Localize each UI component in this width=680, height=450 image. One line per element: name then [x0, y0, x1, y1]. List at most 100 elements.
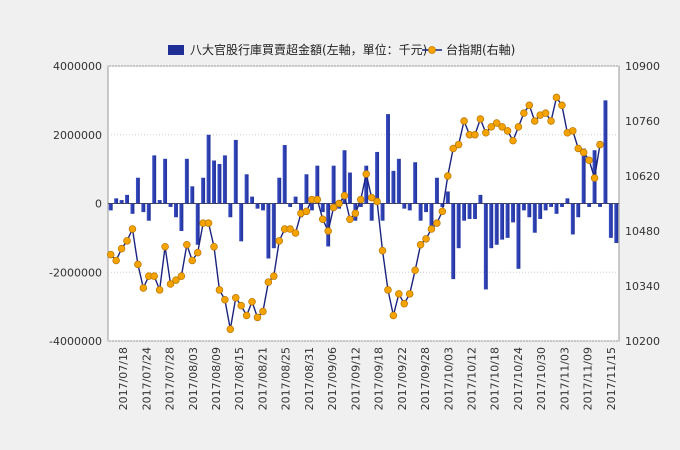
bar	[260, 203, 265, 211]
bar	[217, 163, 222, 204]
x-tick-label: 2017/11/09	[582, 347, 595, 410]
index-point	[438, 207, 447, 216]
index-point	[318, 215, 327, 223]
bar	[179, 203, 184, 231]
index-point	[166, 280, 175, 288]
index-point	[541, 109, 550, 117]
bar	[587, 203, 592, 207]
bar	[152, 155, 157, 204]
bar	[549, 203, 554, 207]
index-point	[433, 219, 441, 227]
index-point	[313, 195, 322, 204]
x-tick-label: 2017/09/12	[349, 347, 362, 410]
index-point	[454, 140, 463, 149]
bars-layer	[108, 100, 619, 290]
index-point	[172, 276, 180, 284]
x-tick-label: 2017/08/21	[256, 347, 269, 410]
index-point	[503, 127, 512, 135]
index-point	[123, 237, 131, 245]
index-point	[253, 313, 262, 322]
x-tick-label: 2017/11/03	[558, 347, 571, 410]
right-axis: 10900 10760 10620 10480 10340 10200	[625, 60, 660, 348]
legend: 八大官股行庫買賣超金額(左軸，單位：千元) 台指期(右軸)	[168, 42, 515, 57]
index-point	[351, 209, 360, 218]
bar	[380, 203, 385, 221]
index-point	[487, 123, 496, 131]
bar	[603, 100, 608, 204]
bar	[500, 203, 505, 240]
x-tick-label: 2017/08/31	[303, 347, 316, 410]
index-point	[569, 127, 577, 135]
index-point	[264, 278, 273, 286]
bar	[141, 203, 146, 213]
bar	[505, 203, 510, 238]
bar	[521, 203, 526, 211]
bar	[130, 203, 135, 214]
bar	[532, 203, 537, 233]
index-point	[574, 144, 582, 153]
index-point	[302, 207, 311, 216]
index-point	[476, 115, 485, 123]
legend-bar-label: 八大官股行庫買賣超金額(左軸，單位：千元)	[190, 42, 427, 57]
index-point	[188, 256, 197, 265]
index-point	[579, 148, 588, 157]
bar	[320, 203, 325, 213]
x-tick-label: 2017/09/28	[419, 347, 432, 410]
bar	[386, 114, 390, 204]
bar	[168, 203, 173, 207]
bar	[527, 203, 532, 218]
bar	[228, 203, 233, 218]
index-point	[482, 129, 490, 137]
bar	[108, 203, 113, 211]
bar	[440, 203, 445, 207]
index-point	[596, 140, 604, 149]
left-tick-label: -2000000	[49, 266, 102, 279]
index-point	[242, 311, 251, 320]
bar	[293, 196, 298, 204]
bar	[402, 203, 407, 209]
index-point	[215, 286, 224, 294]
index-point	[444, 172, 452, 180]
bar	[195, 203, 200, 245]
bar	[315, 165, 320, 204]
index-point	[384, 286, 392, 294]
x-tick-label: 2017/10/24	[512, 347, 525, 410]
bar	[135, 177, 140, 204]
x-tick-label: 2017/10/30	[535, 347, 548, 410]
x-axis: 2017/07/18 2017/07/24 2017/07/28 2017/08/03…	[117, 347, 618, 410]
line-layer	[106, 93, 604, 333]
bar	[201, 177, 206, 204]
legend-line-label: 台指期(右軸)	[446, 42, 515, 57]
bar	[277, 177, 282, 204]
index-point	[449, 144, 457, 153]
bar	[407, 203, 412, 211]
bar	[233, 139, 238, 204]
bar	[516, 203, 521, 269]
left-tick-label: 2000000	[53, 129, 102, 142]
bar	[581, 148, 586, 204]
bar	[364, 165, 369, 204]
bar	[184, 158, 189, 204]
bar	[418, 203, 423, 221]
bar	[146, 203, 151, 221]
bar	[157, 200, 162, 204]
bar	[445, 191, 450, 204]
bar	[282, 145, 287, 204]
bar	[173, 203, 178, 218]
x-tick-label: 2017/07/18	[117, 347, 130, 410]
bar	[576, 203, 581, 218]
bar	[358, 203, 363, 207]
legend-line-marker-icon	[428, 46, 436, 54]
bar	[434, 177, 439, 204]
index-point	[139, 284, 148, 292]
bar	[391, 170, 396, 204]
bar	[375, 151, 380, 204]
index-point	[552, 93, 561, 102]
bar	[489, 203, 494, 249]
left-tick-label: 0	[95, 198, 102, 211]
left-tick-label: 4000000	[53, 60, 102, 73]
index-point	[525, 101, 534, 110]
index-point	[237, 301, 245, 310]
